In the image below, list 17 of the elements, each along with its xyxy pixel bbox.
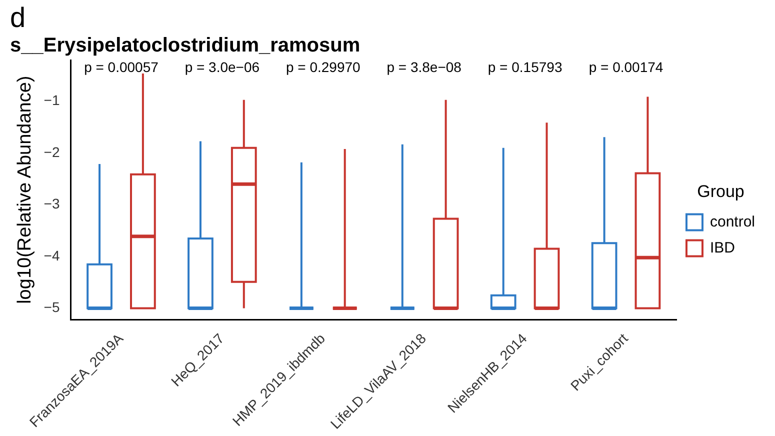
annotation: p = 3.8e−08 [386, 58, 462, 75]
chart-title: s__Erysipelatoclostridium_ramosum [10, 34, 360, 57]
text: d [10, 2, 26, 34]
annotation: p = 0.15793 [488, 58, 562, 75]
annotation: p = 0.00057 [84, 58, 159, 75]
legend-title: Group [697, 182, 744, 201]
legend-label: control [710, 213, 756, 230]
annotation: p = 3.0e−06 [184, 58, 260, 75]
legend-label: IBD [710, 239, 736, 256]
y-tick-label: −2 [44, 144, 60, 160]
y-axis-title: log10(Relative Abundance) [14, 76, 36, 304]
y-tick-label: −3 [44, 196, 60, 212]
annotation: p = 0.29970 [286, 58, 361, 75]
y-tick-label: −1 [44, 92, 60, 108]
y-tick-label: −5 [44, 299, 60, 316]
annotation: p = 0.00174 [588, 58, 664, 75]
y-tick-label: −4 [44, 247, 60, 264]
